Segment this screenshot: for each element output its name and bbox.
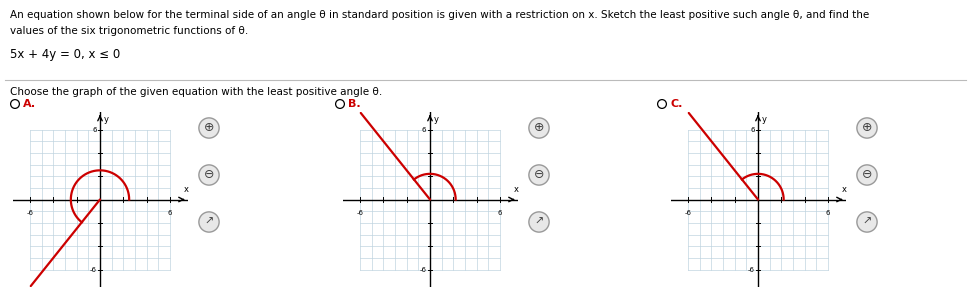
Text: ↗: ↗ — [862, 217, 872, 227]
Circle shape — [856, 165, 877, 185]
Text: B.: B. — [348, 99, 360, 109]
Circle shape — [199, 212, 219, 232]
Circle shape — [856, 118, 877, 138]
Text: ⊕: ⊕ — [204, 121, 215, 134]
Text: -6: -6 — [356, 210, 363, 216]
Text: ⊖: ⊖ — [861, 168, 872, 181]
Text: Choose the graph of the given equation with the least positive angle θ.: Choose the graph of the given equation w… — [10, 87, 382, 97]
Circle shape — [199, 118, 219, 138]
Text: x: x — [514, 185, 519, 194]
Text: 6: 6 — [422, 126, 426, 133]
Text: An equation shown below for the terminal side of an angle θ in standard position: An equation shown below for the terminal… — [10, 10, 869, 20]
Text: 6: 6 — [498, 210, 502, 216]
Text: ⊕: ⊕ — [861, 121, 872, 134]
Text: x: x — [842, 185, 847, 194]
Text: A.: A. — [23, 99, 36, 109]
Text: ⊕: ⊕ — [534, 121, 545, 134]
Circle shape — [856, 212, 877, 232]
Text: -6: -6 — [89, 266, 96, 273]
Text: C.: C. — [670, 99, 683, 109]
Text: values of the six trigonometric functions of θ.: values of the six trigonometric function… — [10, 26, 248, 36]
Text: y: y — [761, 115, 766, 125]
Circle shape — [529, 118, 550, 138]
Text: y: y — [104, 115, 109, 125]
Text: 6: 6 — [825, 210, 830, 216]
Text: ⊖: ⊖ — [534, 168, 545, 181]
Circle shape — [529, 212, 550, 232]
Text: 6: 6 — [92, 126, 96, 133]
Text: -6: -6 — [419, 266, 426, 273]
Text: -6: -6 — [748, 266, 754, 273]
Text: -6: -6 — [26, 210, 34, 216]
Text: y: y — [433, 115, 439, 125]
Text: 6: 6 — [750, 126, 754, 133]
Text: ↗: ↗ — [534, 217, 544, 227]
Text: ⊖: ⊖ — [204, 168, 215, 181]
Text: 5x + 4y = 0, x ≤ 0: 5x + 4y = 0, x ≤ 0 — [10, 48, 120, 61]
Text: x: x — [184, 185, 189, 194]
Text: -6: -6 — [685, 210, 691, 216]
Text: 6: 6 — [168, 210, 172, 216]
Circle shape — [199, 165, 219, 185]
Text: ↗: ↗ — [204, 217, 214, 227]
Circle shape — [529, 165, 550, 185]
